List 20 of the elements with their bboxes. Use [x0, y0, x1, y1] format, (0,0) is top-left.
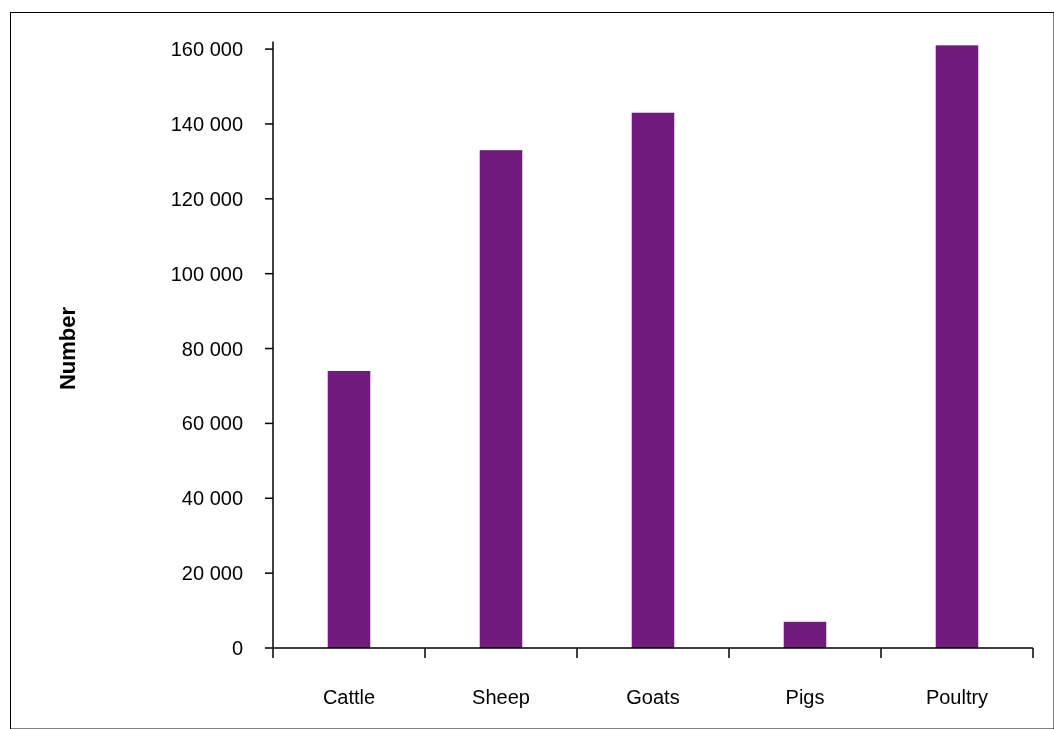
y-tick-label: 140 000 [170, 112, 243, 135]
x-tick-label: Pigs [785, 686, 825, 708]
bar [783, 621, 827, 648]
y-tick-label: 120 000 [170, 187, 243, 210]
bar [327, 371, 371, 648]
bar [935, 45, 979, 648]
y-tick-label: 160 000 [170, 38, 243, 61]
bar [631, 112, 675, 648]
y-tick-label: 40 000 [181, 487, 243, 510]
x-tick-label: Poultry [925, 686, 989, 708]
x-tick-label: Cattle [322, 686, 376, 708]
y-axis-title: Number [55, 306, 80, 391]
y-tick-label: 80 000 [181, 337, 243, 360]
x-tick-label: Goats [626, 686, 680, 708]
y-tick-label: 0 [231, 637, 243, 659]
y-tick-label: 60 000 [181, 412, 243, 435]
x-tick-label: Sheep [472, 686, 530, 708]
y-tick-label: 20 000 [181, 562, 243, 585]
bar [479, 150, 523, 648]
y-tick-label: 100 000 [170, 262, 243, 285]
